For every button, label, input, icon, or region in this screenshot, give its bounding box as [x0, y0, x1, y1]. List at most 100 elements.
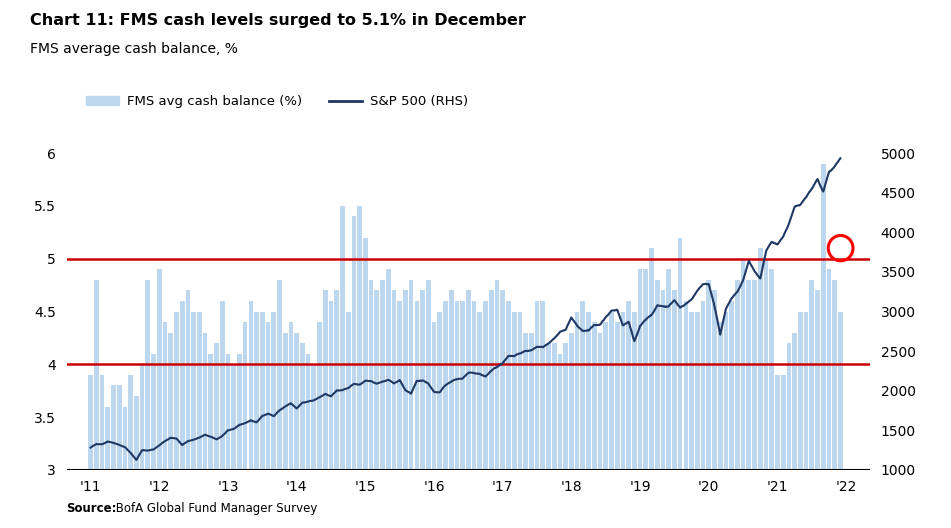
Bar — [111, 385, 116, 528]
Bar — [300, 343, 304, 528]
Bar — [134, 396, 139, 528]
Bar — [826, 269, 831, 528]
Bar — [569, 333, 573, 528]
Bar — [369, 280, 374, 528]
Bar — [282, 333, 287, 528]
Bar — [815, 290, 820, 528]
Bar — [363, 238, 368, 528]
Bar — [592, 322, 596, 528]
Bar — [609, 312, 613, 528]
Bar — [220, 301, 224, 528]
Bar — [552, 343, 556, 528]
Bar — [426, 280, 431, 528]
Bar — [100, 375, 105, 528]
Bar — [489, 290, 494, 528]
Bar — [466, 290, 471, 528]
Bar — [632, 312, 637, 528]
Bar — [574, 312, 579, 528]
Bar — [346, 312, 351, 528]
Bar — [151, 354, 156, 528]
Bar — [312, 364, 316, 528]
Bar — [563, 343, 568, 528]
Bar — [443, 301, 448, 528]
Bar — [191, 312, 196, 528]
Bar — [644, 269, 649, 528]
Bar — [781, 375, 786, 528]
Bar — [140, 364, 145, 528]
Bar — [615, 322, 619, 528]
Bar — [769, 269, 774, 528]
Bar — [724, 312, 728, 528]
Bar — [821, 164, 825, 528]
Bar — [764, 259, 768, 528]
Bar — [529, 333, 534, 528]
Bar — [288, 322, 293, 528]
Legend: FMS avg cash balance (%), S&P 500 (RHS): FMS avg cash balance (%), S&P 500 (RHS) — [81, 90, 474, 114]
Bar — [540, 301, 545, 528]
Bar — [741, 259, 746, 528]
Bar — [661, 290, 666, 528]
Bar — [557, 354, 562, 528]
Bar — [323, 290, 328, 528]
Bar — [163, 322, 167, 528]
Bar — [123, 407, 127, 528]
Bar — [185, 290, 190, 528]
Bar — [758, 248, 763, 528]
Bar — [472, 301, 476, 528]
Bar — [277, 280, 281, 528]
Bar — [248, 301, 253, 528]
Bar — [534, 301, 539, 528]
Bar — [358, 206, 362, 528]
Bar — [117, 385, 122, 528]
Bar — [729, 301, 734, 528]
Bar — [225, 354, 230, 528]
Bar — [672, 290, 677, 528]
Bar — [340, 206, 345, 528]
Bar — [168, 333, 173, 528]
Bar — [523, 333, 528, 528]
Bar — [106, 407, 110, 528]
Bar — [174, 312, 179, 528]
Bar — [94, 280, 99, 528]
Bar — [684, 301, 689, 528]
Bar — [237, 354, 242, 528]
Bar — [306, 354, 310, 528]
Bar — [409, 280, 414, 528]
Bar — [260, 312, 264, 528]
Bar — [655, 280, 660, 528]
Bar — [500, 290, 505, 528]
Text: BofA Global Fund Manager Survey: BofA Global Fund Manager Survey — [112, 502, 318, 515]
Bar — [517, 312, 522, 528]
Text: FMS average cash balance, %: FMS average cash balance, % — [30, 42, 239, 56]
Bar — [403, 290, 408, 528]
Bar — [271, 312, 276, 528]
Text: Chart 11: FMS cash levels surged to 5.1% in December: Chart 11: FMS cash levels surged to 5.1%… — [30, 13, 526, 28]
Bar — [375, 290, 379, 528]
Bar — [718, 322, 723, 528]
Bar — [386, 269, 391, 528]
Bar — [627, 301, 631, 528]
Bar — [650, 248, 654, 528]
Bar — [735, 280, 740, 528]
Bar — [689, 312, 694, 528]
Bar — [546, 343, 551, 528]
Bar — [335, 290, 340, 528]
Bar — [477, 312, 482, 528]
Bar — [832, 280, 837, 528]
Bar — [380, 280, 385, 528]
Bar — [701, 301, 706, 528]
Bar — [88, 375, 93, 528]
Bar — [128, 375, 133, 528]
Bar — [180, 301, 184, 528]
Bar — [638, 269, 643, 528]
Bar — [483, 301, 488, 528]
Bar — [747, 280, 751, 528]
Bar — [318, 322, 321, 528]
Bar — [804, 312, 808, 528]
Bar — [455, 301, 459, 528]
Bar — [294, 333, 299, 528]
Bar — [712, 290, 717, 528]
Bar — [398, 301, 402, 528]
Bar — [775, 375, 780, 528]
Bar — [432, 322, 437, 528]
